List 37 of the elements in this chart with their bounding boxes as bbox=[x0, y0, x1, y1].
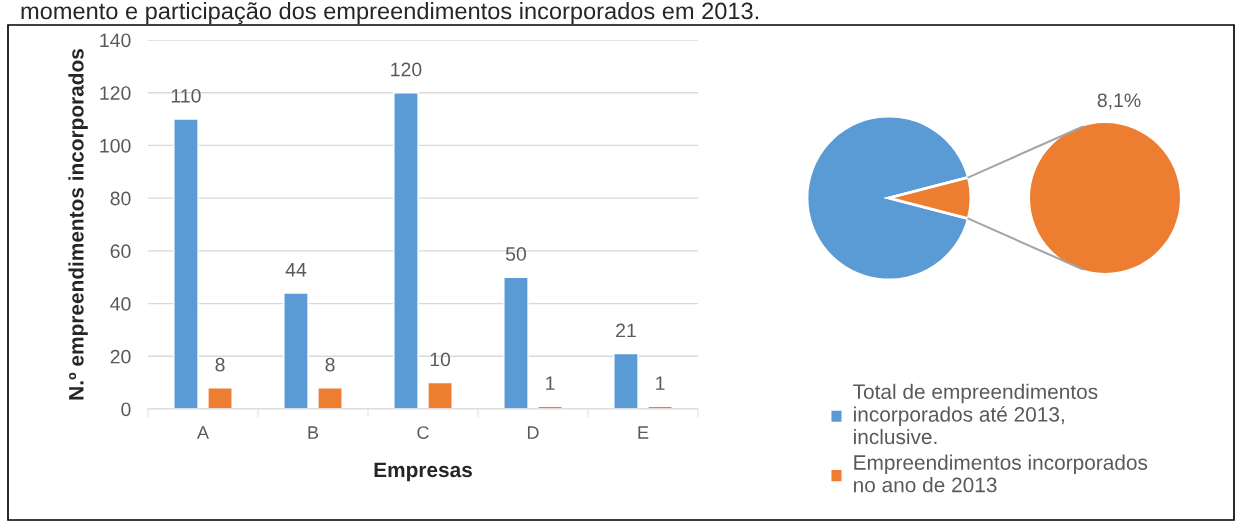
y-tick-label: 140 bbox=[100, 33, 131, 48]
legend-label: Total de empreendimentos incorporados até 2013, inclusive. bbox=[853, 383, 1098, 445]
x-tick-label: C bbox=[417, 426, 429, 439]
data-label: 50 bbox=[505, 247, 526, 261]
y-tick-label: 100 bbox=[100, 138, 131, 153]
data-label: 10 bbox=[430, 352, 451, 367]
y-tick-label: 80 bbox=[110, 191, 131, 206]
data-label: 1 bbox=[656, 376, 665, 390]
bar bbox=[173, 118, 199, 409]
data-label: 8 bbox=[325, 357, 335, 372]
x-tick-label: A bbox=[197, 426, 209, 439]
bar bbox=[317, 387, 343, 409]
y-tick-label: 40 bbox=[110, 297, 131, 311]
legend-label: Empreendimentos incorporados no ano de 2013 bbox=[854, 454, 1148, 493]
bar bbox=[427, 381, 453, 409]
data-label: 110 bbox=[171, 88, 201, 103]
bar bbox=[283, 292, 309, 409]
data-label: 1 bbox=[546, 376, 555, 390]
x-axis-title: Empresas bbox=[374, 462, 472, 482]
data-label: 44 bbox=[285, 263, 307, 277]
x-tick-label: B bbox=[308, 426, 319, 439]
bar bbox=[393, 92, 419, 409]
bar bbox=[207, 387, 233, 409]
bar bbox=[613, 352, 639, 409]
y-tick-label: 20 bbox=[110, 349, 131, 364]
data-label: 8,1% bbox=[1097, 93, 1141, 110]
bar bbox=[503, 276, 529, 409]
y-tick-label: 120 bbox=[100, 86, 131, 100]
text: momento e participação dos empreendimentos incorporados em 2013. bbox=[21, 2, 759, 25]
y-tick-label: 60 bbox=[110, 244, 131, 259]
y-tick-label: 0 bbox=[121, 402, 131, 417]
data-label: 21 bbox=[616, 323, 636, 338]
x-tick-label: E bbox=[638, 426, 649, 439]
x-tick-label: D bbox=[527, 426, 539, 439]
data-label: 8 bbox=[215, 357, 225, 372]
data-label: 120 bbox=[391, 62, 422, 77]
y-axis-title: N.º empreendimentos incorporados bbox=[68, 49, 88, 400]
